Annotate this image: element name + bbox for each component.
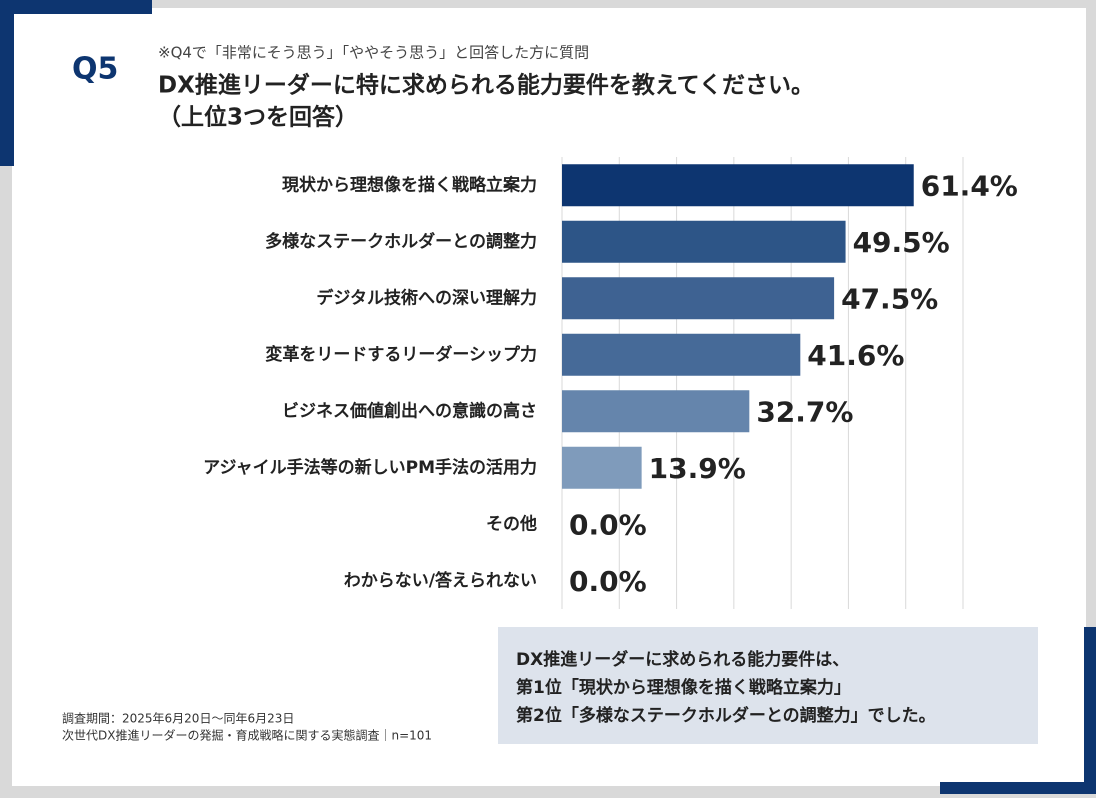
footnote: 次世代DX推進リーダーの発掘・育成戦略に関する実態調査｜n=101 bbox=[62, 728, 432, 743]
summary-text: DX推進リーダーに求められる能力要件は、 bbox=[516, 649, 849, 670]
category-label: ビジネス価値創出への意識の高さ bbox=[282, 400, 537, 421]
summary-text: 第1位「現状から理想像を描く戦略立案力」 bbox=[516, 677, 851, 698]
value-label: 32.7% bbox=[756, 395, 853, 428]
category-label: デジタル技術への深い理解力 bbox=[316, 287, 537, 308]
subtitle: ※Q4で「非常にそう思う」「ややそう思う」と回答した方に質問 bbox=[158, 44, 589, 62]
corner-accent bbox=[0, 0, 152, 14]
corner-accent bbox=[1084, 627, 1096, 794]
value-label: 0.0% bbox=[569, 508, 647, 541]
bar bbox=[562, 333, 801, 376]
bar bbox=[562, 220, 846, 263]
category-label: その他 bbox=[486, 513, 537, 534]
corner-accent bbox=[0, 0, 14, 166]
value-label: 47.5% bbox=[841, 282, 938, 315]
bar bbox=[562, 390, 750, 433]
bar bbox=[562, 164, 914, 207]
category-label: 変革をリードするリーダーシップ力 bbox=[265, 344, 537, 365]
bar bbox=[562, 277, 835, 320]
value-label: 13.9% bbox=[649, 452, 746, 485]
category-label: わからない/答えられない bbox=[344, 570, 537, 591]
question-number: Q5 bbox=[72, 52, 118, 87]
chart-title: （上位3つを回答） bbox=[158, 104, 358, 131]
summary-box bbox=[498, 627, 1038, 744]
value-label: 49.5% bbox=[853, 226, 950, 259]
corner-accent bbox=[940, 782, 1096, 794]
value-label: 0.0% bbox=[569, 565, 647, 598]
summary-text: 第2位「多様なステークホルダーとの調整力」でした。 bbox=[516, 705, 936, 726]
footnote: 調査期間：2025年6月20日〜同年6月23日 bbox=[62, 712, 294, 726]
category-label: アジャイル手法等の新しいPM手法の活用力 bbox=[203, 457, 537, 478]
category-label: 現状から理想像を描く戦略立案力 bbox=[282, 174, 537, 195]
category-label: 多様なステークホルダーとの調整力 bbox=[265, 231, 537, 252]
value-label: 61.4% bbox=[921, 169, 1018, 202]
bar bbox=[562, 446, 642, 489]
chart-title: DX推進リーダーに特に求められる能力要件を教えてください。 bbox=[158, 72, 814, 99]
value-label: 41.6% bbox=[807, 339, 904, 372]
